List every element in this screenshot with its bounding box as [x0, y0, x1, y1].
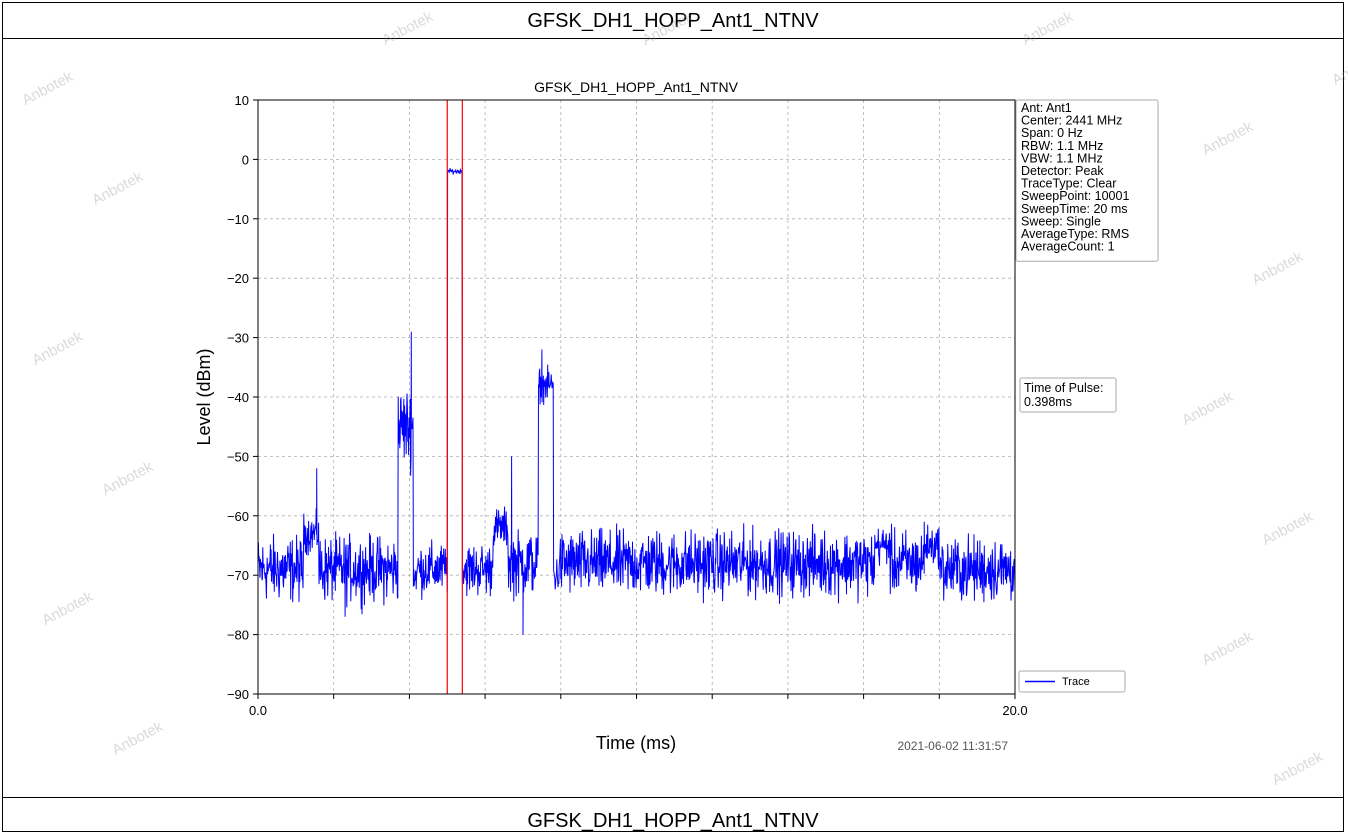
y-tick-label: −50	[227, 449, 249, 464]
info-line: TraceType: Clear	[1021, 177, 1116, 191]
pulse-box: Time of Pulse: 0.398ms	[1019, 377, 1117, 413]
footer-title: GFSK_DH1_HOPP_Ant1_NTNV	[3, 797, 1343, 831]
info-line: AverageCount: 1	[1021, 240, 1115, 254]
info-line: RBW: 1.1 MHz	[1021, 139, 1103, 153]
info-box-frame	[1015, 99, 1159, 262]
y-tick-label: −40	[227, 390, 249, 405]
info-line: Sweep: Single	[1021, 214, 1101, 228]
info-line: AverageType: RMS	[1021, 227, 1129, 241]
info-line: Center: 2441 MHz	[1021, 114, 1122, 128]
y-tick-label: 0	[242, 152, 249, 167]
info-line: VBW: 1.1 MHz	[1021, 151, 1103, 165]
y-tick-label: −30	[227, 331, 249, 346]
y-tick-label: −70	[227, 568, 249, 583]
pulse-line: 0.398ms	[1024, 395, 1072, 409]
info-line: SweepTime: 20 ms	[1021, 202, 1128, 216]
timestamp: 2021-06-02 11:31:57	[897, 739, 1008, 753]
pulse-markers	[446, 100, 463, 694]
x-tick-label: 20.0	[1002, 703, 1027, 718]
y-tick-label: −80	[227, 628, 249, 643]
info-line: Detector: Peak	[1021, 164, 1104, 178]
info-line: Span: 0 Hz	[1021, 126, 1083, 140]
pulse-line: Time of Pulse:	[1024, 381, 1103, 395]
y-tick-label: −10	[227, 212, 249, 227]
legend-label: Trace	[1062, 676, 1090, 688]
pulse-box-frame	[1019, 377, 1117, 413]
y-axis-label: Level (dBm)	[194, 348, 214, 445]
y-tick-label: −20	[227, 271, 249, 286]
x-axis-ticks: 0.0 20.0	[249, 694, 1028, 718]
y-axis-ticks: 10 0 −10 −20 −30 −40 −50 −60 −70 −80 −90	[227, 93, 258, 702]
trace-series	[258, 168, 1015, 635]
header-title: GFSK_DH1_HOPP_Ant1_NTNV	[3, 3, 1343, 39]
plot-area-border	[257, 99, 1016, 695]
legend: Trace	[1018, 670, 1126, 693]
y-tick-label: −60	[227, 509, 249, 524]
y-tick-label: −90	[227, 687, 249, 702]
grid-lines	[258, 99, 1015, 695]
chart-title: GFSK_DH1_HOPP_Ant1_NTNV	[534, 79, 739, 95]
x-tick-label: 0.0	[249, 703, 267, 718]
x-axis-label: Time (ms)	[596, 733, 676, 753]
info-line: Ant: Ant1	[1021, 101, 1072, 115]
legend-frame	[1018, 670, 1126, 693]
info-line: SweepPoint: 10001	[1021, 189, 1129, 203]
trace-line	[258, 168, 1015, 635]
y-tick-label: 10	[235, 93, 249, 108]
